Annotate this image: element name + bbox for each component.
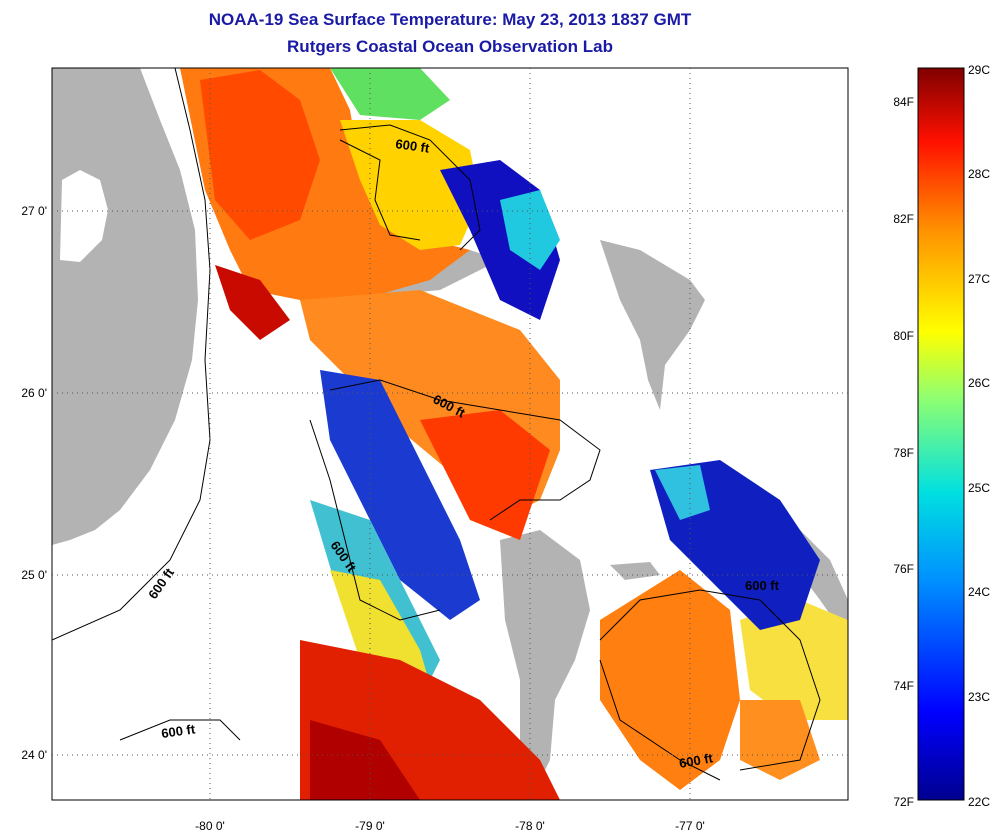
colorbar-c-label: 27C bbox=[968, 272, 990, 286]
lon-tick-label: -77 0' bbox=[675, 819, 705, 833]
lon-tick-label: -79 0' bbox=[355, 819, 385, 833]
colorbar bbox=[917, 67, 965, 801]
lake-okeechobee bbox=[60, 170, 108, 262]
land-new-providence bbox=[610, 562, 660, 580]
colorbar-f-label: 84F bbox=[893, 95, 914, 109]
contour-label-5: 600 ft bbox=[160, 721, 196, 741]
colorbar-c-label: 29C bbox=[968, 63, 990, 77]
sst-dark-red-south bbox=[310, 720, 420, 800]
colorbar-f-label: 80F bbox=[893, 329, 914, 343]
colorbar-f-label: 82F bbox=[893, 212, 914, 226]
contour-label-4: 600 ft bbox=[145, 565, 177, 602]
colorbar-c-label: 23C bbox=[968, 690, 990, 704]
sst-cyan-east bbox=[655, 465, 710, 520]
colorbar-f-label: 78F bbox=[893, 446, 914, 460]
lat-tick-label: 24 0' bbox=[21, 748, 47, 762]
land-florida bbox=[52, 68, 198, 545]
sst-cyan-north bbox=[500, 190, 560, 270]
contour-label-6: 600 ft bbox=[678, 750, 715, 771]
sst-blue-mixed bbox=[320, 370, 480, 620]
lon-tick-label: -80 0' bbox=[195, 819, 225, 833]
colorbar-c-label: 22C bbox=[968, 795, 990, 809]
sst-orange-southeast bbox=[600, 570, 740, 790]
sst-red-band bbox=[200, 70, 320, 240]
sst-yellow-north bbox=[340, 120, 480, 250]
land-andros bbox=[500, 530, 590, 800]
lat-tick-label: 26 0' bbox=[21, 386, 47, 400]
contour-label-1: 600 ft bbox=[395, 136, 431, 156]
map-subtitle: Rutgers Coastal Ocean Observation Lab bbox=[287, 37, 613, 56]
colorbar-c-label: 25C bbox=[968, 481, 990, 495]
sst-red-center bbox=[420, 410, 550, 540]
lat-tick-label: 27 0' bbox=[21, 204, 47, 218]
contour-label-7: 600 ft bbox=[745, 578, 780, 593]
plot-frame bbox=[51, 67, 849, 801]
sst-green-north bbox=[330, 68, 450, 120]
colorbar-c-label: 28C bbox=[968, 167, 990, 181]
sst-yellow-east bbox=[740, 600, 848, 720]
gridlines bbox=[52, 68, 848, 800]
sst-layer bbox=[52, 68, 848, 800]
depth-contours bbox=[52, 68, 821, 781]
colorbar-c-label: 26C bbox=[968, 376, 990, 390]
map-title: NOAA-19 Sea Surface Temperature: May 23,… bbox=[208, 10, 692, 29]
lon-tick-label: -78 0' bbox=[515, 819, 545, 833]
lat-tick-label: 25 0' bbox=[21, 568, 47, 582]
colorbar-f-label: 72F bbox=[893, 795, 914, 809]
land-abaco bbox=[600, 240, 705, 410]
sst-dark-red-west bbox=[215, 265, 290, 340]
colorbar-f-label: 74F bbox=[893, 679, 914, 693]
colorbar-f-label: 76F bbox=[893, 562, 914, 576]
colorbar-c-label: 24C bbox=[968, 585, 990, 599]
